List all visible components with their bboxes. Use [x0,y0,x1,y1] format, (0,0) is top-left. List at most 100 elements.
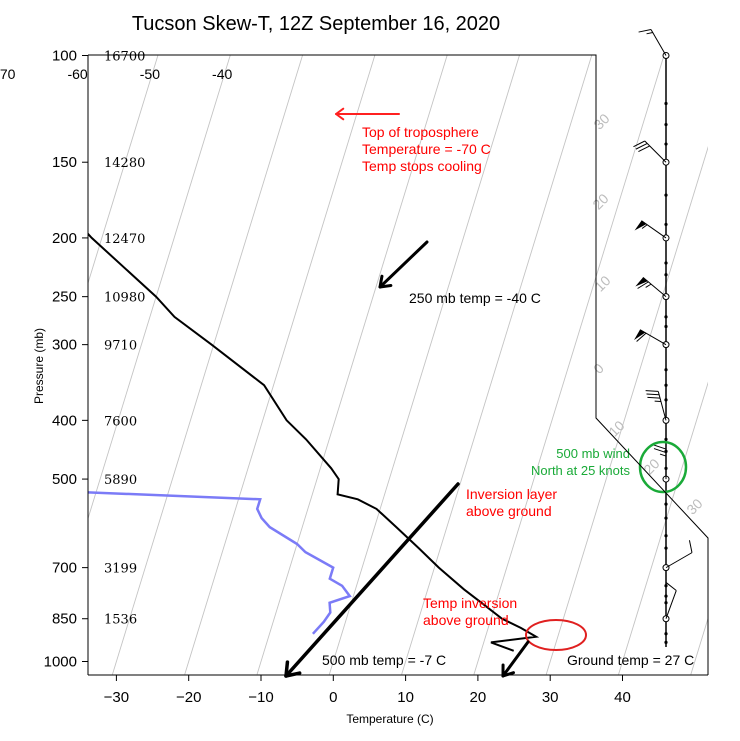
wind-barb-full [633,140,646,148]
height-label: 9710 [104,339,137,354]
y-tick-label: 500 [52,471,77,488]
isotherm-grid [0,55,708,675]
wind-barb-full [635,143,648,150]
wind-barb-full [646,393,660,396]
x-tick-label: −30 [104,689,129,706]
wind-level-dot [664,640,668,645]
isotherm-line [0,56,13,675]
height-label: 14280 [104,156,145,171]
annotation-inversion1: Inversion layer above ground [466,486,557,519]
wind-barb-full [653,448,667,454]
wind-barb-half [641,224,648,229]
wind-level-dot [664,601,668,605]
wind-barb-full [653,444,667,450]
wind-barb-full [636,332,647,342]
dewpoint-line [88,491,352,635]
height-labels: 16700 14280 12470 10980 9710 7600 5890 3199 1536 [104,50,145,628]
wind-barb-staff [665,590,677,619]
height-label: 10980 [104,291,145,306]
x-tick-label: 20 [470,689,487,706]
wind-level-dot [664,324,668,329]
height-label: 3199 [104,562,137,577]
wind-level-dot [664,315,668,319]
annotation-line: Ground temp = 27 C [567,652,694,668]
annotation-line: above ground [466,503,552,519]
wind-barb [633,140,670,166]
isotherm-label: -50 [140,66,160,82]
isotherm-line [256,55,448,675]
wind-level-dot [664,273,668,277]
isotherm-label: -60 [67,66,87,82]
x-axis-label: Temperature (C) [346,712,433,726]
x-tick-label: 40 [614,689,631,706]
annotation-line: Top of troposphere [362,124,479,140]
annotation-line: above ground [423,612,509,628]
wind-barb-half [646,32,653,35]
wind-level-dot [664,193,668,197]
chart-title: Tucson Skew-T, 12Z September 16, 2020 [132,13,500,35]
annotation-line: Temp stops cooling [362,158,482,174]
annotation-line: 250 mb temp = -40 C [409,290,541,306]
y-tick-label: 200 [52,230,77,247]
wind-barb-staff [657,391,667,421]
annotation-line: 500 mb wind [556,446,630,461]
wind-barb [634,329,670,349]
wind-barb-flag [634,220,647,231]
pressure-ticks: 100 150 200 250 300 400 500 700 850 1000 [44,48,88,671]
annotation-tropopause: Top of troposphere Temperature = -70 C Tem… [362,124,491,174]
annotation-t250: 250 mb temp = -40 C [409,290,541,306]
x-tick-label: 10 [397,689,414,706]
height-label: 16700 [104,50,145,65]
isotherm-line [88,55,231,521]
wind-barb [634,220,670,242]
wind-barb-full [637,281,649,289]
wind-barb-staff [644,140,667,163]
y-axis-label: Pressure (mb) [32,328,46,404]
wind-level-dot [664,502,668,506]
wind-barb-half [645,283,652,288]
y-tick-label: 1000 [44,654,77,671]
wind-level-dot [664,101,668,106]
wind-barbs [633,29,693,647]
wind-level-dot [664,368,668,372]
wind-barb-half [659,453,667,457]
wind-barb [653,444,670,483]
height-label: 5890 [104,473,137,488]
wind-level-dot [664,632,668,636]
isotherm-line [112,55,303,675]
annotation-line: Temp inversion [423,595,517,611]
wind-barb [635,276,670,301]
isotherm-label-side: 10 [591,272,613,294]
annotation-line: North at 25 knots [531,463,630,478]
annotation-ground: Ground temp = 27 C [567,652,694,668]
annotation-t500: 500 mb temp = -7 C [322,652,446,668]
temperature-ticks: −30 −20 −10 0 10 20 30 40 [104,675,631,706]
y-tick-label: 300 [52,337,77,354]
wind-barb-staff [650,29,667,56]
y-tick-label: 100 [52,48,77,65]
y-tick-label: 700 [52,560,77,577]
wind-level-dot [664,142,668,146]
t250-arrow-head [378,274,393,289]
temperature-line [88,232,540,652]
y-tick-label: 400 [52,412,77,429]
wind-barb-flag [635,277,648,287]
isotherm-label-side: 30 [590,110,612,132]
wind-level-dot [664,594,668,598]
wind-barb [662,582,677,623]
y-tick-label: 150 [52,154,77,171]
isotherm-line [401,55,593,675]
wind-barb-flag [634,329,646,341]
x-tick-label: −20 [176,689,201,706]
isotherm-line [618,381,708,675]
t500-arrow [284,482,460,678]
wind-level-dot [664,546,668,550]
isotherm-label-side: 0 [590,360,607,377]
wind500-circle [638,440,688,494]
x-tick-label: −10 [248,689,273,706]
wind-level-dot [664,398,668,402]
height-label: 1536 [104,613,137,628]
wind-barb-full [638,145,650,153]
annotation-markers: Top of troposphere Temperature = -70 C Tem… [284,107,694,678]
